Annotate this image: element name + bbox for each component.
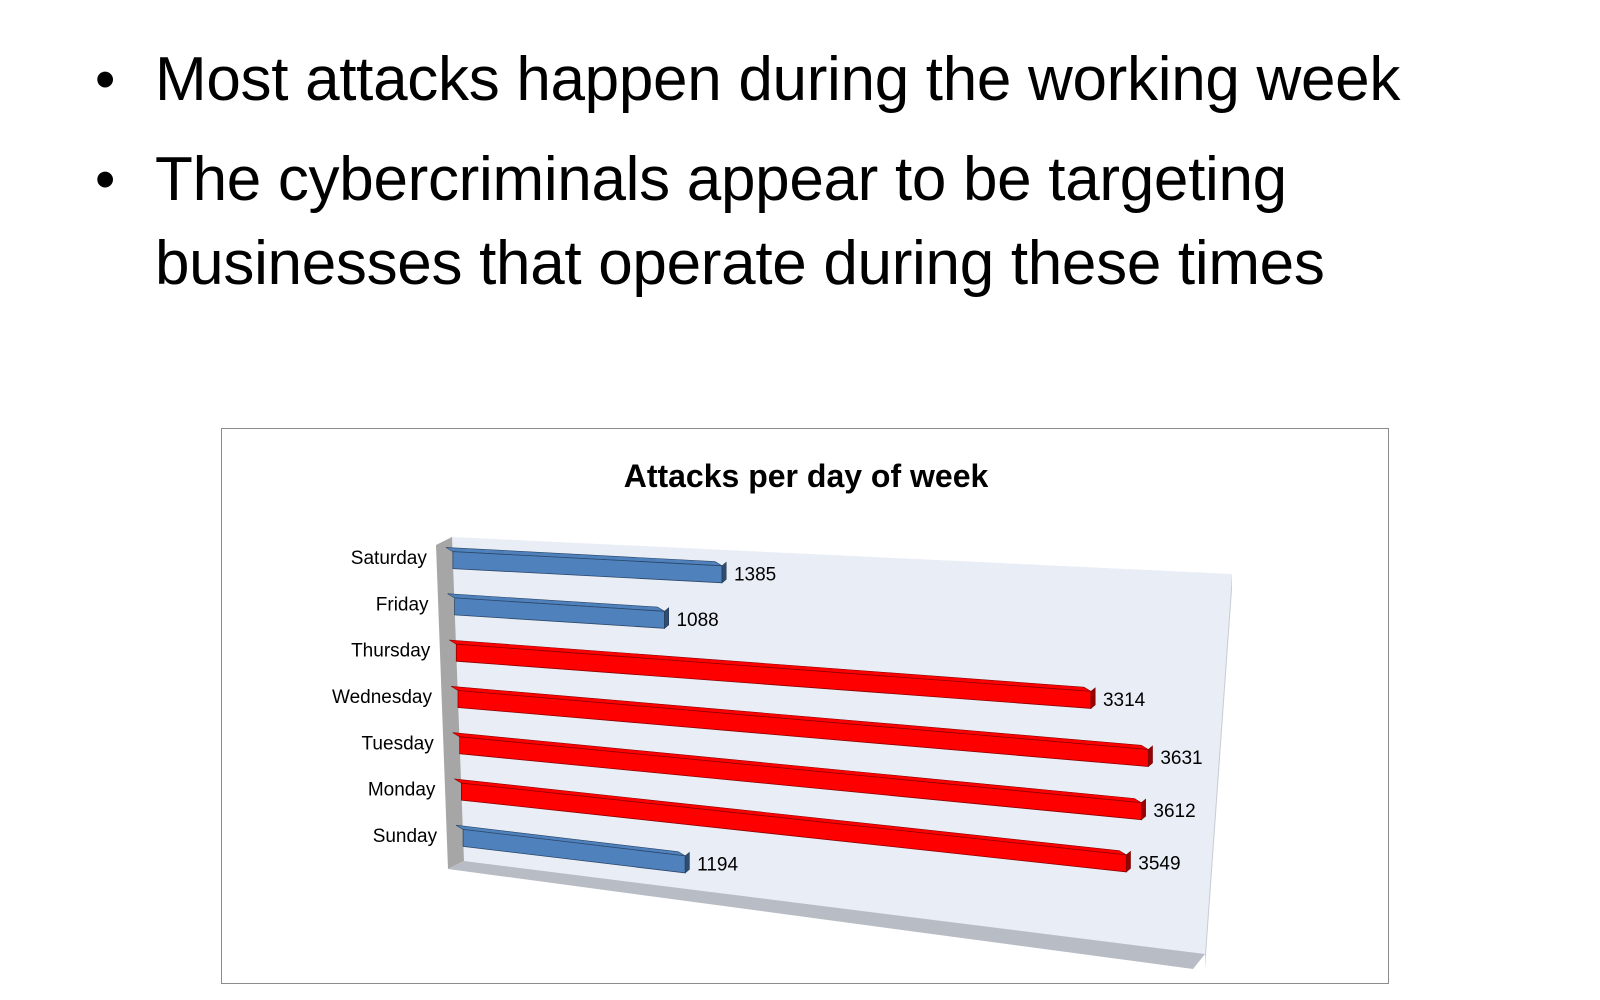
category-label: Monday (368, 780, 436, 801)
bar-end-cap (1147, 745, 1153, 768)
bullet-item: • Most attacks happen during the working… (95, 38, 1555, 122)
bar-chart: Attacks per day of week Sunday 1194 Monday… (332, 458, 1232, 969)
category-label: Tuesday (362, 733, 435, 754)
chart-title: Attacks per day of week (624, 458, 989, 494)
data-label: 1088 (676, 610, 718, 631)
category-label: Wednesday (332, 687, 432, 708)
category-label: Saturday (351, 548, 428, 569)
chart-side-wall (436, 537, 464, 869)
data-label: 3314 (1103, 690, 1146, 711)
bar-end-cap (1141, 798, 1146, 821)
category-label: Friday (376, 594, 429, 615)
bar-end-cap (684, 851, 690, 874)
bar-end-cap (721, 561, 727, 584)
data-label: 3612 (1153, 801, 1195, 822)
bullet-list: • Most attacks happen during the working… (95, 38, 1555, 306)
category-label: Sunday (373, 826, 438, 847)
bullet-dot-icon: • (95, 147, 116, 212)
bar-end-cap (1090, 687, 1096, 710)
bullet-dot-icon: • (95, 47, 116, 112)
data-label: 3549 (1138, 853, 1180, 874)
bar-end-cap (1125, 850, 1131, 873)
chart-floor (448, 861, 1205, 969)
chart-container: Attacks per day of week Sunday 1194 Monday… (221, 428, 1389, 984)
data-label: 1194 (697, 854, 738, 875)
chart-wall-edge (1205, 574, 1232, 969)
bullet-text: Most attacks happen during the working w… (155, 45, 1401, 114)
category-label: Thursday (351, 641, 431, 662)
bar-end-cap (664, 607, 670, 629)
data-label: 3631 (1160, 748, 1202, 769)
data-label: 1385 (734, 564, 776, 585)
bullet-text: The cybercriminals appear to be targetin… (155, 145, 1325, 298)
bullet-item: • The cybercriminals appear to be target… (95, 138, 1555, 306)
